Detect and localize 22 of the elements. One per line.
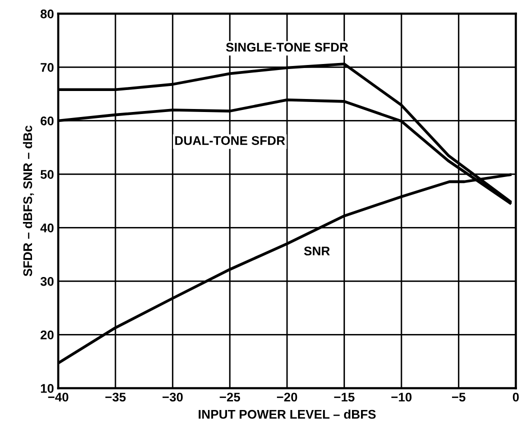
- y-tick-label: 30: [40, 276, 54, 286]
- x-tick-label: −20: [276, 392, 298, 402]
- x-axis-title: INPUT POWER LEVEL – dBFS: [198, 410, 376, 419]
- x-tick-label: 0: [512, 392, 519, 402]
- x-tick-label: −15: [334, 392, 354, 402]
- x-tick-label: −10: [391, 392, 412, 402]
- text: DUAL-TONE SFDR: [175, 136, 286, 145]
- y-tick-label: 10: [40, 384, 54, 393]
- x-tick-label: −40: [48, 392, 68, 402]
- y-tick-label: 50: [40, 170, 54, 179]
- series-label: SNR: [304, 246, 330, 256]
- x-tick-label: −35: [105, 392, 126, 402]
- x-tick-label: −30: [162, 392, 183, 402]
- y-tick-label: 40: [40, 223, 54, 232]
- y-tick-label: 20: [40, 330, 54, 340]
- y-tick-label: 70: [40, 62, 54, 72]
- series-label: SINGLE-TONE SFDR: [226, 42, 348, 52]
- y-tick-label: 60: [40, 116, 54, 126]
- y-axis-title: SFDR – dBFS, SNR – dBc: [22, 126, 34, 276]
- x-tick-label: −5: [452, 392, 466, 402]
- x-tick-label: −25: [220, 392, 240, 402]
- y-tick-label: 80: [40, 9, 54, 18]
